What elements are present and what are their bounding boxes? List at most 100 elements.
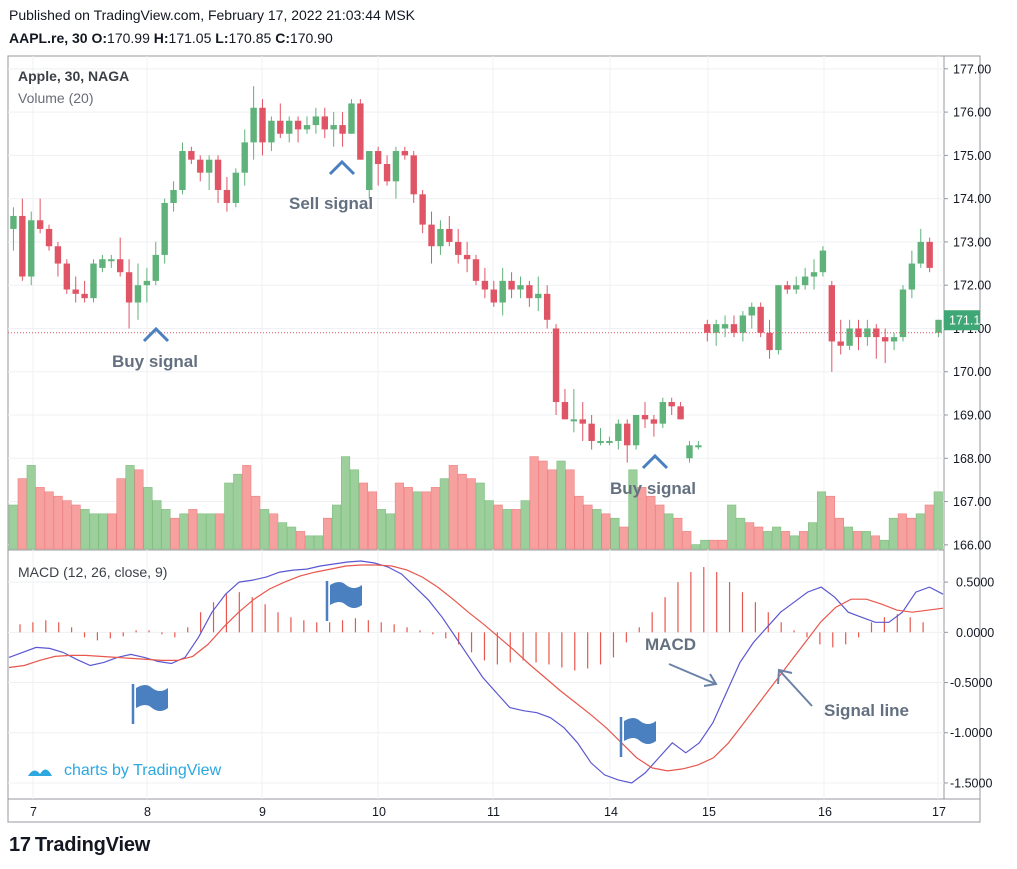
- volume-legend: Volume (20): [18, 90, 93, 106]
- volume-bar: [430, 487, 440, 550]
- candle-body: [134, 285, 142, 303]
- candle-body: [490, 289, 497, 303]
- candle-body: [535, 293, 542, 299]
- price-tick-label: 175.00: [953, 149, 991, 163]
- tradingview-footer-logo[interactable]: 17 TradingView: [9, 834, 150, 857]
- candle-body: [259, 107, 266, 143]
- price-tick-label: 173.00: [953, 235, 991, 249]
- volume-bar: [215, 513, 225, 550]
- volume-bar: [709, 539, 719, 550]
- volume-bar: [197, 513, 207, 550]
- volume-bar: [754, 526, 764, 550]
- volume-bar: [8, 504, 18, 550]
- candle-body: [801, 276, 809, 286]
- volume-bar: [179, 513, 189, 550]
- candle-body: [606, 440, 613, 443]
- volume-bar: [224, 482, 234, 550]
- candle-body: [36, 220, 44, 229]
- volume-bar: [448, 465, 458, 550]
- candle-body: [481, 280, 489, 290]
- candle-body: [641, 415, 649, 420]
- volume-bar: [367, 491, 378, 550]
- tradingview-logo-text: TradingView: [34, 834, 151, 856]
- candle-body: [277, 120, 284, 134]
- volume-bar: [628, 469, 638, 550]
- volume-bar: [323, 517, 333, 550]
- volume-bar: [62, 500, 72, 550]
- time-tick-label: 11: [487, 805, 500, 819]
- close-value: 170.90: [289, 30, 333, 46]
- candle-body: [223, 189, 231, 203]
- volume-bar: [376, 509, 386, 550]
- volume-bar: [763, 531, 773, 550]
- macd-line: [8, 560, 944, 784]
- signal-arrow: [778, 669, 813, 707]
- volume-bar: [529, 456, 539, 550]
- candle-body: [28, 220, 35, 277]
- candle-body: [383, 164, 391, 182]
- candle-body: [268, 120, 275, 143]
- close-label: C:: [275, 30, 290, 46]
- candle-body: [10, 215, 17, 229]
- buy-signal-label: Buy signal: [610, 479, 696, 498]
- candle-body: [303, 125, 311, 130]
- candle-body: [339, 125, 346, 134]
- volume-bar: [852, 531, 862, 550]
- volume-bar: [538, 460, 548, 550]
- candle-body: [766, 332, 773, 351]
- candle-body: [285, 120, 293, 134]
- candle-body: [170, 189, 177, 203]
- candle-body: [205, 159, 213, 173]
- last-price-tag: [944, 310, 980, 331]
- candle-body: [846, 328, 853, 346]
- open-value: 170.99: [107, 30, 150, 46]
- candle-body: [730, 324, 738, 333]
- buy-signal-label: Buy signal: [112, 352, 198, 371]
- candle-body: [704, 324, 711, 333]
- candle-body: [899, 289, 907, 338]
- volume-bar: [682, 531, 692, 550]
- time-tick-label: 7: [30, 805, 37, 819]
- signal-annotation-label: Signal line: [824, 701, 909, 720]
- candle-body: [392, 151, 400, 182]
- candle-body: [463, 254, 471, 260]
- candle-body: [748, 306, 755, 316]
- time-tick-label: 10: [372, 805, 386, 819]
- signal-arrow-head: [777, 668, 793, 685]
- low-value: 170.85: [228, 30, 272, 46]
- volume-bar: [664, 513, 674, 550]
- volume-bar: [412, 491, 422, 550]
- time-tick-label: 14: [604, 805, 618, 819]
- volume-bar: [260, 509, 270, 550]
- candle-body: [890, 337, 898, 342]
- macd-arrow-head: [703, 673, 718, 687]
- high-label: H:: [153, 30, 169, 46]
- volume-bar: [619, 526, 629, 550]
- volume-bar: [71, 504, 81, 550]
- candle-body: [72, 289, 79, 294]
- candle-body: [757, 306, 764, 333]
- volume-bar: [556, 460, 566, 550]
- volume-bar: [906, 517, 916, 550]
- volume-bar: [861, 531, 871, 550]
- candle-body: [321, 116, 328, 130]
- volume-bar: [897, 513, 907, 550]
- volume-bar: [44, 491, 54, 550]
- macd-arrow: [668, 663, 717, 685]
- candle-body: [819, 250, 827, 273]
- volume-bar: [466, 478, 476, 550]
- volume-bar: [35, 487, 45, 550]
- macd-title: MACD (12, 26, close, 9): [18, 564, 167, 580]
- volume-bar: [736, 517, 746, 550]
- time-tick-label: 16: [818, 805, 832, 819]
- candle-body: [855, 328, 862, 338]
- macd-tick-label: -1.5000: [950, 776, 992, 790]
- volume-bar: [790, 535, 800, 550]
- candle-body: [828, 285, 836, 342]
- price-tick-label: 177.00: [953, 62, 991, 76]
- candle-body: [250, 107, 257, 143]
- candle-body: [428, 224, 435, 247]
- volume-bar: [816, 491, 827, 550]
- volume-bar: [601, 513, 611, 550]
